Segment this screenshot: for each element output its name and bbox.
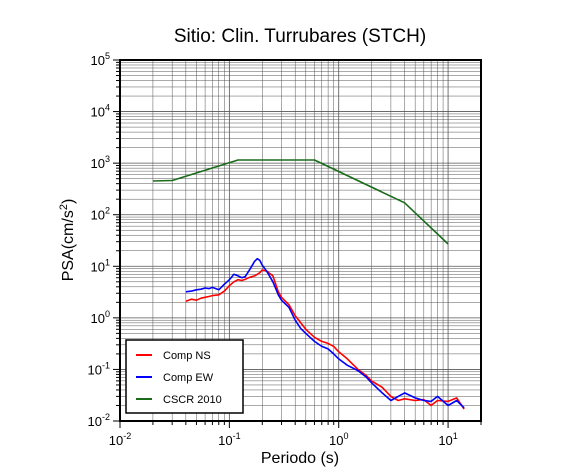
x-tick-label: 10-1: [218, 431, 240, 448]
y-tick-label: 102: [91, 206, 110, 223]
x-tick-label: 10-2: [109, 431, 131, 448]
series-line-2: [185, 257, 465, 409]
y-tick-label: 105: [91, 51, 110, 68]
legend-label-1: Comp NS: [163, 350, 211, 362]
x-tick-label: 100: [329, 431, 348, 448]
y-tick-label: 104: [91, 103, 110, 120]
grid: [119, 59, 482, 422]
y-tick-label: 100: [91, 309, 110, 326]
series-line-3: [152, 159, 449, 245]
tick-layer: [113, 59, 482, 428]
y-tick-label: 103: [91, 154, 110, 171]
series-layer: [152, 159, 465, 410]
plot-frame: [119, 59, 482, 422]
y-tick-label: 10-2: [88, 412, 110, 429]
series-line-1: [185, 269, 465, 410]
legend-label-3: CSCR 2010: [163, 394, 222, 406]
y-axis-label: PSA(cm/s2): [58, 199, 77, 282]
x-axis-label: Periodo (s): [261, 450, 339, 467]
y-tick-label: 101: [91, 257, 110, 274]
y-tick-labels: 10-2 10-1 100 101 102 103 104 105: [88, 51, 110, 429]
x-tick-labels: 10-2 10-1 100 101: [109, 431, 458, 448]
legend-label-2: Comp EW: [163, 372, 214, 384]
legend: Comp NS Comp EW CSCR 2010: [125, 339, 244, 414]
chart-title: Sitio: Clin. Turrubares (STCH): [174, 26, 426, 47]
y-tick-label: 10-1: [88, 360, 110, 377]
x-tick-label: 101: [438, 431, 457, 448]
